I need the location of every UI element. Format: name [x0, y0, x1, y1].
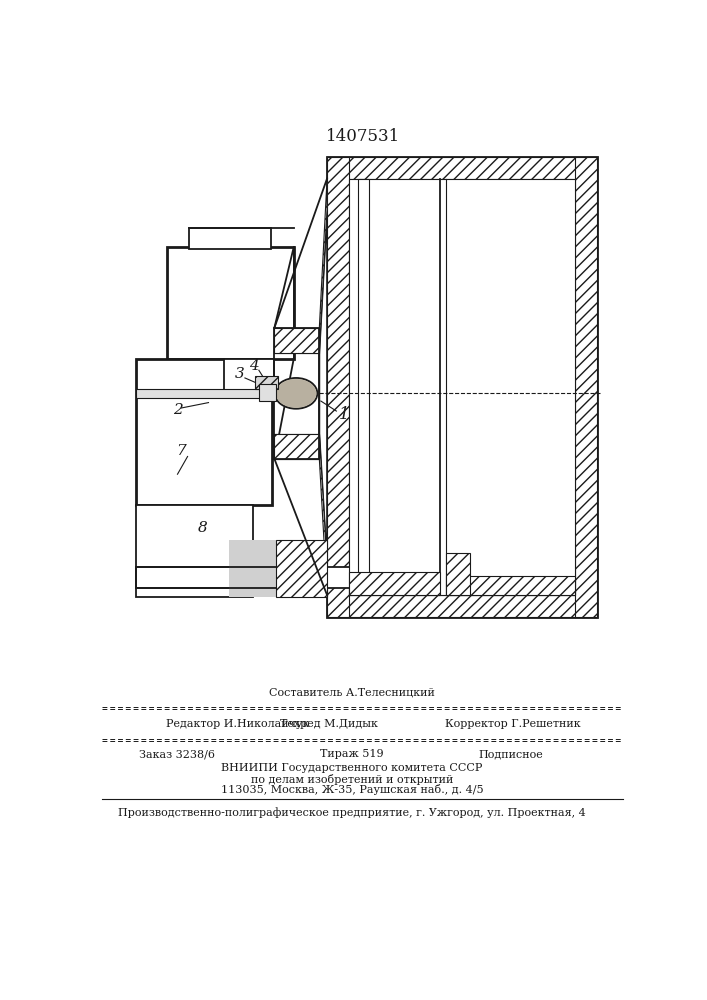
Bar — [136, 359, 272, 505]
Text: Техред М.Дидык: Техред М.Дидык — [280, 719, 378, 729]
Bar — [136, 505, 252, 597]
Text: 7: 7 — [177, 444, 186, 458]
Bar — [136, 567, 377, 588]
Text: Производственно-полиграфическое предприятие, г. Ужгород, ул. Проектная, 4: Производственно-полиграфическое предприя… — [118, 808, 586, 818]
Bar — [189, 228, 271, 249]
Text: 8: 8 — [198, 521, 208, 535]
Text: 1: 1 — [339, 406, 349, 423]
Text: Составитель А.Телесницкий: Составитель А.Телесницкий — [269, 688, 435, 698]
Polygon shape — [230, 540, 276, 597]
Bar — [327, 157, 597, 617]
Bar — [327, 157, 597, 179]
Bar — [168, 247, 293, 359]
Text: 1407531: 1407531 — [326, 128, 400, 145]
Text: 2: 2 — [173, 403, 182, 417]
Bar — [327, 157, 349, 617]
Ellipse shape — [276, 379, 316, 408]
Text: ВНИИПИ Государственного комитета СССР: ВНИИПИ Государственного комитета СССР — [221, 763, 483, 773]
Bar — [358, 179, 369, 595]
Bar — [255, 376, 279, 389]
Bar — [446, 576, 575, 595]
Polygon shape — [274, 328, 320, 353]
Text: Корректор Г.Решетник: Корректор Г.Решетник — [445, 719, 580, 729]
Text: 6: 6 — [367, 328, 378, 346]
Polygon shape — [320, 179, 327, 353]
Bar — [575, 157, 597, 617]
Text: 5: 5 — [312, 550, 322, 564]
Bar — [446, 553, 469, 595]
Text: по делам изобретений и открытий: по делам изобретений и открытий — [251, 774, 453, 785]
Text: Подписное: Подписное — [479, 749, 543, 759]
Bar — [274, 434, 320, 459]
Bar — [274, 328, 320, 353]
Text: Редактор И.Николайчук: Редактор И.Николайчук — [166, 719, 309, 729]
Bar — [274, 328, 320, 459]
Text: 4: 4 — [249, 359, 258, 373]
Bar — [276, 540, 327, 597]
Polygon shape — [320, 209, 327, 564]
Bar — [327, 595, 597, 617]
Bar — [349, 179, 575, 595]
Bar — [224, 359, 274, 397]
Bar — [274, 328, 320, 353]
Bar — [136, 389, 272, 398]
Text: 9: 9 — [490, 556, 499, 570]
Ellipse shape — [275, 378, 317, 409]
Bar — [349, 572, 440, 595]
Polygon shape — [320, 434, 327, 595]
Text: Заказ 3238/6: Заказ 3238/6 — [139, 749, 215, 759]
Bar — [274, 434, 320, 459]
Text: 3: 3 — [235, 367, 245, 381]
Bar — [259, 384, 276, 401]
Text: 113035, Москва, Ж-35, Раушская наб., д. 4/5: 113035, Москва, Ж-35, Раушская наб., д. … — [221, 784, 483, 795]
Text: Тираж 519: Тираж 519 — [320, 749, 384, 759]
